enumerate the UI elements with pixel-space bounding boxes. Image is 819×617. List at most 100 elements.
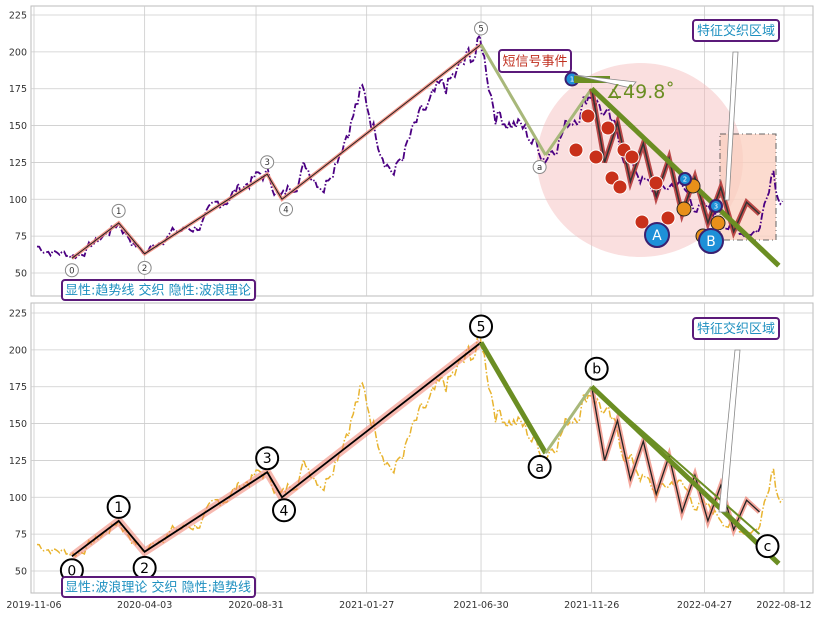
y-tick-label: 125 — [9, 456, 27, 467]
orange-marker — [676, 201, 692, 217]
wave-label-bottom: 1 — [114, 500, 123, 516]
red-marker — [600, 120, 616, 136]
x-axis-ticks: 2019-11-06 2020-04-03 2020-08-31 2021-01-27… — [6, 600, 811, 611]
wave-label-top: 4 — [283, 205, 288, 215]
wave-label-bottom: a — [535, 460, 544, 476]
wave-label-circle-top — [532, 160, 547, 175]
y-tick-label: 125 — [9, 158, 27, 169]
x-tick-label: 2022-04-27 — [677, 600, 732, 611]
wave-label-top: 0 — [69, 266, 74, 276]
y-tick-label: 75 — [15, 530, 27, 541]
small-marker-3-text: 3 — [714, 202, 718, 210]
wave-label-circle-bottom — [469, 314, 494, 339]
y-tick-label: 200 — [9, 47, 27, 58]
y-tick-label: 175 — [9, 84, 27, 95]
wave-label-bottom: 2 — [140, 561, 149, 577]
wave-label-bottom: 4 — [280, 503, 289, 519]
point-b-marker-text: B — [706, 234, 715, 250]
legend-top: 显性:趋势线 交织 隐性:波浪理论 — [61, 279, 256, 301]
feature-zone-annotation-bottom: 特征交织区域 — [692, 317, 780, 513]
wave-label-circle-top — [111, 203, 126, 218]
top-y-axis-ticks: 50 75 100 125 150 175 200 225 — [9, 11, 27, 280]
y-tick-label: 100 — [9, 195, 27, 206]
wave-label-top: 1 — [116, 207, 121, 217]
wave-label-circle-bottom — [106, 494, 131, 519]
wave-label-circle-top — [260, 155, 275, 170]
wave-label-circle-top — [64, 263, 79, 278]
wave-label-circle-top — [137, 260, 152, 275]
y-tick-label: 50 — [15, 567, 27, 578]
x-tick-label: 2021-06-30 — [453, 600, 508, 611]
bottom-wave-labels: 0 1 2 3 4 5 a b c — [59, 314, 780, 583]
wave-line-top — [71, 44, 482, 259]
trendline-bottom — [589, 384, 781, 566]
y-tick-label: 200 — [9, 345, 27, 356]
wave-label-circle-top — [474, 21, 489, 36]
wave-label-top: 2 — [142, 264, 147, 274]
red-marker — [624, 149, 640, 165]
wave-label-circle-bottom — [755, 534, 780, 559]
red-marker — [648, 175, 664, 191]
trend-c-bottom — [591, 385, 761, 535]
trend-a-bottom — [478, 341, 548, 455]
wave-label-bottom: 0 — [67, 563, 76, 579]
red-marker — [588, 149, 604, 165]
wave-label-circle-top — [279, 202, 294, 217]
wave-label-bottom: b — [592, 362, 601, 378]
y-tick-label: 225 — [9, 309, 27, 320]
short-signal-annotation: 短信号事件 — [498, 49, 572, 73]
feature-zone-text-top: 特征交织区域 — [697, 23, 775, 39]
wave-label-circle-bottom — [584, 356, 609, 381]
feature-zone-text-bottom: 特征交织区域 — [697, 321, 775, 337]
wave-label-circle-bottom — [272, 498, 297, 523]
y-tick-label: 100 — [9, 493, 27, 504]
wave-a-top — [479, 43, 547, 156]
legend-top-text: 显性:趋势线 交织 隐性:波浪理论 — [65, 283, 251, 299]
top-grid — [31, 6, 813, 296]
x-tick-label: 2022-08-12 — [756, 600, 811, 611]
wave-label-circle-bottom — [255, 446, 280, 471]
point-b-marker — [698, 228, 724, 254]
small-marker-2 — [678, 172, 692, 186]
y-tick-label: 150 — [9, 419, 27, 430]
wave-label-top: 5 — [478, 24, 483, 34]
y-tick-label: 225 — [9, 11, 27, 22]
wave-label-bottom: 5 — [477, 319, 486, 335]
x-tick-label: 2020-08-31 — [228, 600, 283, 611]
wave-b-top — [544, 87, 593, 156]
wave-label-bottom: c — [764, 539, 772, 555]
legend-bottom-text: 显性:波浪理论 交织 隐性:趋势线 — [65, 580, 251, 596]
angle-text: ∡49.8˚ — [606, 81, 675, 103]
point-a-marker-text: A — [652, 228, 662, 244]
y-tick-label: 175 — [9, 382, 27, 393]
trend-b-bottom — [544, 385, 593, 454]
angle-annotation: ∡49.8˚ — [573, 74, 675, 103]
wave-line-bottom — [71, 341, 482, 558]
y-tick-label: 150 — [9, 121, 27, 132]
top-wave-labels: 0 1 2 3 4 5 a — [64, 21, 547, 278]
feature-zone-annotation-top: 特征交织区域 — [692, 19, 780, 201]
legend-bottom: 显性:波浪理论 交织 隐性:趋势线 — [61, 576, 256, 598]
y-tick-label: 50 — [15, 269, 27, 280]
x-tick-label: 2020-04-03 — [117, 600, 172, 611]
top-panel-frame — [30, 5, 814, 297]
wave-label-circle-bottom — [527, 455, 552, 480]
bottom-y-axis-ticks: 50 75 100 125 150 175 200 225 — [9, 309, 27, 578]
x-tick-label: 2021-11-26 — [564, 600, 619, 611]
y-tick-label: 75 — [15, 232, 27, 243]
small-marker-3 — [709, 199, 723, 213]
orange-marker — [710, 215, 726, 231]
red-marker — [568, 142, 584, 158]
short-signal-text: 短信号事件 — [502, 55, 567, 70]
x-tick-label: 2019-11-06 — [6, 600, 61, 611]
red-marker — [612, 179, 628, 195]
red-marker — [634, 214, 650, 230]
red-marker — [660, 210, 676, 226]
bottom-trendlines — [478, 341, 781, 566]
wave-label-bottom: 3 — [263, 451, 272, 467]
x-tick-label: 2021-01-27 — [339, 600, 394, 611]
point-a-marker — [644, 222, 670, 248]
top-markers: A B 1 2 3 — [564, 71, 726, 254]
wave-label-top: 3 — [264, 158, 269, 168]
small-marker-1-text: 1 — [570, 75, 575, 84]
